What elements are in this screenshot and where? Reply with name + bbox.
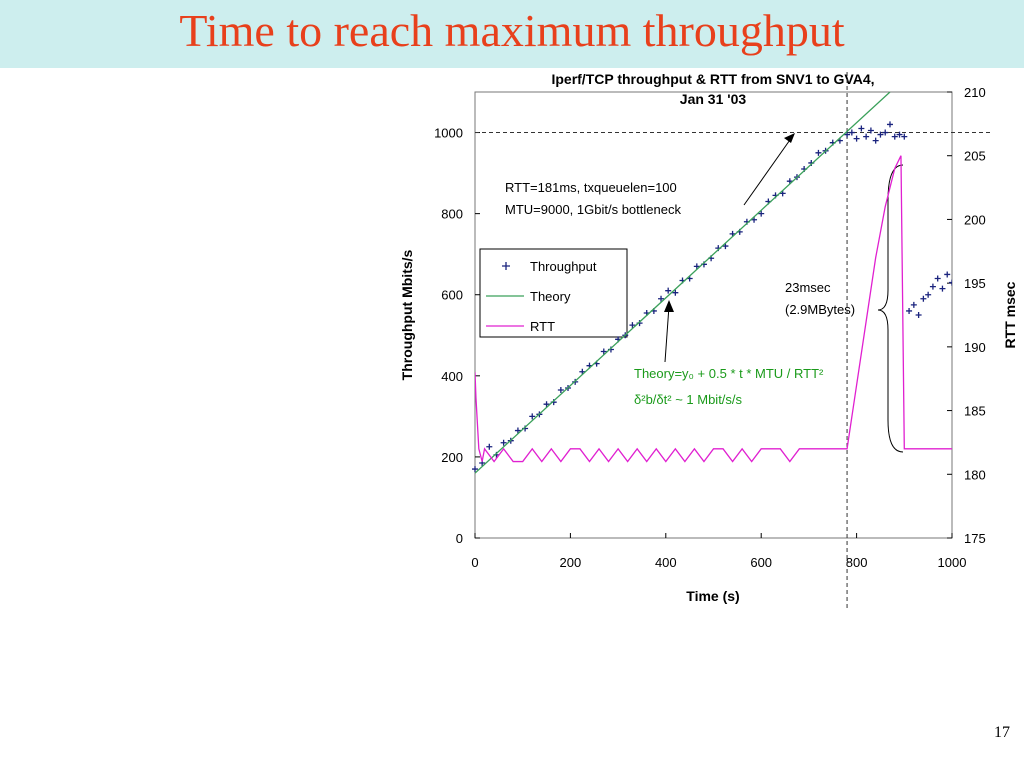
annotation: MTU=9000, 1Gbit/s bottleneck [505, 202, 681, 217]
data-point [929, 283, 936, 290]
x-tick-label: 200 [560, 555, 582, 570]
annotation: RTT=181ms, txqueuelen=100 [505, 180, 677, 195]
plot-frame [474, 91, 953, 539]
data-point [896, 131, 903, 138]
y-tick-label: 600 [441, 288, 463, 303]
data-point [891, 133, 898, 140]
annotation: Theory=y₀ + 0.5 * t * MTU / RTT² [634, 366, 824, 381]
data-point [949, 279, 952, 286]
y2-tick-label: 185 [964, 404, 986, 419]
data-point [514, 427, 521, 434]
data-line [475, 155, 952, 463]
data-point [906, 307, 913, 314]
data-point [758, 210, 765, 217]
y-tick-label: 800 [441, 207, 463, 222]
data-point [934, 275, 941, 282]
y2-tick-label: 195 [964, 276, 986, 291]
data-point [915, 312, 922, 318]
legend-box [479, 248, 628, 338]
data-point [472, 466, 478, 473]
data-point [600, 348, 607, 355]
data-point [665, 287, 672, 294]
data-point [500, 439, 507, 446]
data-point [693, 263, 700, 270]
y2-tick-label: 180 [964, 467, 986, 482]
data-point [910, 301, 917, 308]
data-point [557, 387, 564, 394]
chart-title: Iperf/TCP throughput & RTT from SNV1 to … [551, 71, 874, 87]
x-tick-label: 600 [750, 555, 772, 570]
brace [877, 164, 904, 453]
legend-label: RTT [530, 319, 555, 334]
data-point [658, 295, 665, 302]
x-tick-label: 1000 [938, 555, 967, 570]
arrowhead [784, 133, 795, 143]
data-point [920, 295, 927, 302]
data-point [901, 133, 908, 140]
data-point [877, 131, 884, 138]
y-tick-label: 1000 [434, 126, 463, 141]
data-line [475, 92, 891, 474]
data-point [886, 121, 893, 128]
annotation: 23msec [785, 280, 831, 295]
y2-tick-label: 175 [964, 531, 986, 546]
data-point [722, 243, 729, 250]
legend-label: Throughput [530, 259, 597, 274]
data-point [844, 131, 851, 138]
y-axis-label: Throughput Mbits/s [399, 249, 415, 380]
chart-title: Jan 31 '03 [680, 91, 747, 107]
legend-marker [502, 262, 510, 270]
legend-label: Theory [530, 289, 571, 304]
data-point [858, 125, 865, 132]
arrow [743, 136, 793, 206]
arrow [664, 305, 670, 363]
y-tick-label: 0 [456, 531, 463, 546]
y-tick-label: 200 [441, 450, 463, 465]
title-band [0, 0, 1024, 68]
x-tick-label: 800 [846, 555, 868, 570]
data-point [672, 289, 679, 296]
data-point [529, 413, 536, 420]
x-tick-label: 400 [655, 555, 677, 570]
data-point [486, 443, 493, 450]
chart-background [393, 68, 1000, 610]
data-point [629, 322, 636, 329]
data-point [848, 129, 855, 136]
annotation: (2.9MBytes) [785, 302, 855, 317]
data-point [925, 291, 932, 298]
y2-axis-label: RTT msec [1002, 281, 1018, 348]
y2-tick-label: 190 [964, 340, 986, 355]
data-point [543, 401, 550, 408]
y2-tick-label: 200 [964, 212, 986, 227]
page-number: 17 [994, 724, 1010, 741]
x-axis-label: Time (s) [686, 588, 739, 604]
y-tick-label: 400 [441, 369, 463, 384]
data-point [882, 129, 889, 136]
arrowhead [664, 300, 674, 312]
data-point [944, 271, 951, 278]
data-point [939, 285, 946, 292]
x-tick-label: 0 [471, 555, 478, 570]
y2-tick-label: 210 [964, 85, 986, 100]
slide-title: Time to reach maximum throughput [179, 5, 845, 56]
data-point [867, 127, 874, 134]
data-point [815, 149, 822, 156]
data-point [853, 135, 860, 142]
data-point [863, 133, 870, 140]
y2-tick-label: 205 [964, 149, 986, 164]
annotation: δ²b/δt² ~ 1 Mbit/s/s [634, 392, 743, 407]
data-point [872, 137, 879, 144]
